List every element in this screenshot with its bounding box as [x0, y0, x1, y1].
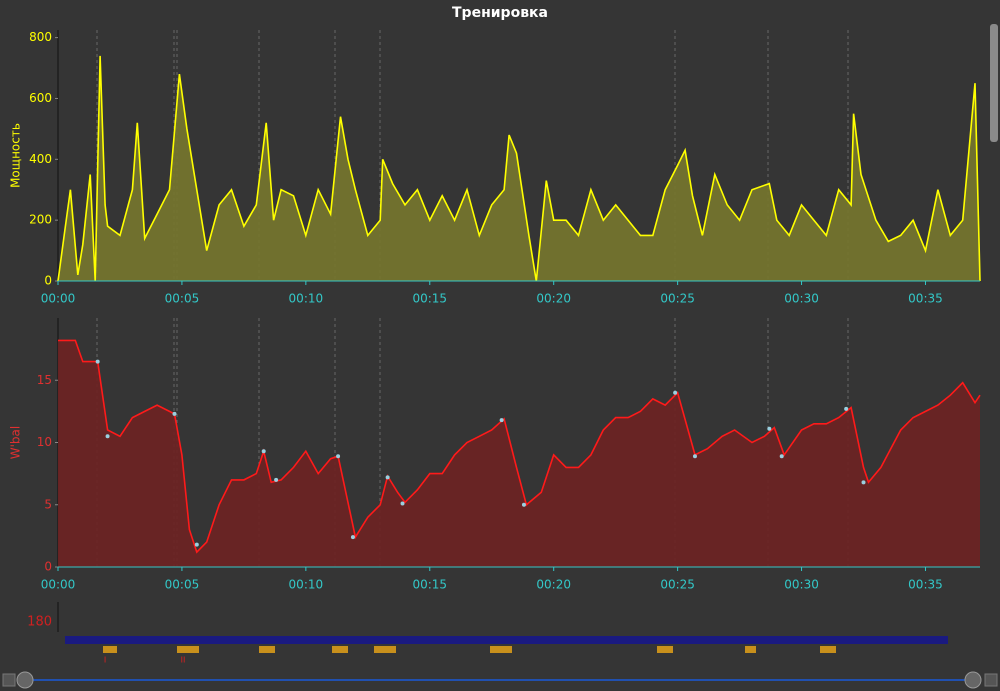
- x-tick-label: 00:35: [908, 292, 943, 306]
- area-fill: [58, 55, 980, 282]
- marker: [194, 542, 199, 547]
- y-axis-label: W'bal: [9, 426, 23, 459]
- y-tick-label: 5: [44, 497, 52, 511]
- marker: [400, 501, 405, 506]
- marker: [385, 475, 390, 480]
- interval[interactable]: [820, 646, 836, 653]
- x-tick-label: 00:20: [536, 578, 571, 592]
- range-handle[interactable]: [964, 671, 982, 689]
- interval[interactable]: [657, 646, 673, 653]
- marker: [261, 449, 266, 454]
- x-tick-label: 00:10: [289, 292, 324, 306]
- marker: [521, 502, 526, 507]
- marker: [274, 477, 279, 482]
- interval[interactable]: [490, 646, 512, 653]
- x-tick-label: 00:20: [536, 292, 571, 306]
- interval[interactable]: [259, 646, 275, 653]
- scrollbar[interactable]: [990, 24, 998, 142]
- interval[interactable]: [103, 646, 117, 653]
- x-tick-label: 00:30: [784, 292, 819, 306]
- x-tick-label: 00:05: [165, 292, 200, 306]
- marker: [673, 390, 678, 395]
- x-tick-label: 00:25: [660, 292, 695, 306]
- interval[interactable]: [374, 646, 396, 653]
- marker: [844, 406, 849, 411]
- y-tick-label: 600: [29, 91, 52, 105]
- marker: [779, 454, 784, 459]
- y-tick-label: 0: [44, 560, 52, 574]
- x-tick-label: 00:00: [41, 292, 76, 306]
- y-tick-label: 0: [44, 274, 52, 288]
- y-tick-label: 15: [37, 373, 52, 387]
- marker: [861, 480, 866, 485]
- workout-bar: [65, 636, 948, 644]
- line: [57, 55, 981, 282]
- x-tick-label: 00:15: [412, 578, 447, 592]
- marker: [336, 454, 341, 459]
- marker: [692, 454, 697, 459]
- y-tick-label: 180: [27, 615, 52, 630]
- title: Тренировка: [452, 5, 548, 21]
- marker: [499, 418, 504, 423]
- intervals: [103, 646, 836, 653]
- x-tick-label: 00:30: [784, 578, 819, 592]
- interval-label: I: [104, 656, 106, 665]
- y-tick-label: 200: [29, 213, 52, 227]
- interval[interactable]: [745, 646, 756, 653]
- interval[interactable]: [332, 646, 348, 653]
- x-tick-label: 00:35: [908, 578, 943, 592]
- x-tick-label: 00:25: [660, 578, 695, 592]
- interval[interactable]: [177, 646, 199, 653]
- line: [58, 339, 981, 554]
- y-tick-label: 400: [29, 152, 52, 166]
- x-tick-label: 00:10: [289, 578, 324, 592]
- area-fill: [58, 340, 980, 567]
- x-tick-label: 00:00: [41, 578, 76, 592]
- x-tick-label: 00:15: [412, 292, 447, 306]
- scroll-left[interactable]: [2, 673, 16, 687]
- marker: [105, 434, 110, 439]
- scroll-right[interactable]: [984, 673, 998, 687]
- marker: [350, 535, 355, 540]
- y-tick-label: 800: [29, 30, 52, 44]
- y-tick-label: 10: [37, 435, 52, 449]
- marker: [767, 426, 772, 431]
- x-tick-label: 00:05: [165, 578, 200, 592]
- marker: [172, 411, 177, 416]
- marker: [95, 359, 100, 364]
- y-axis-label: Мощность: [9, 123, 23, 188]
- range-handle[interactable]: [16, 671, 34, 689]
- interval-label: II: [181, 656, 186, 665]
